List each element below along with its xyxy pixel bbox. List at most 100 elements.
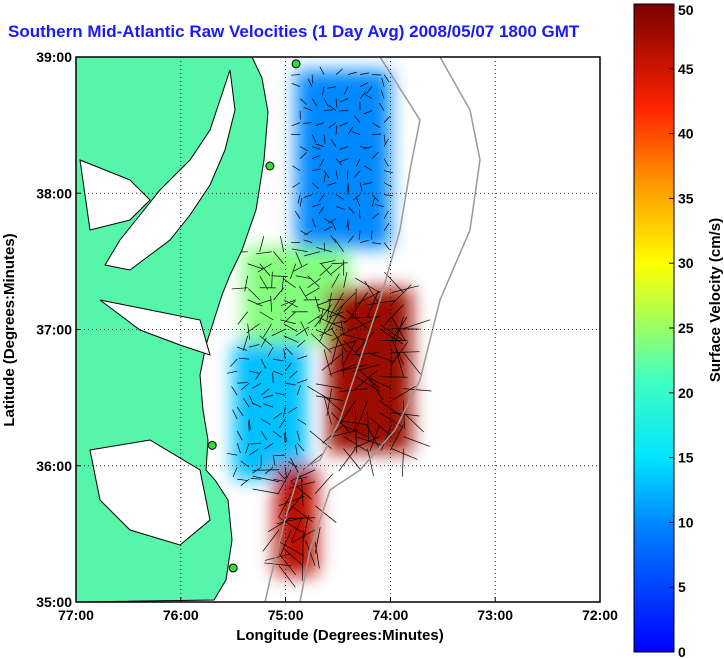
velocity-vector xyxy=(295,326,310,337)
station-marker xyxy=(228,563,238,573)
velocity-vector xyxy=(383,182,393,188)
velocity-vector xyxy=(384,194,394,197)
velocity-vector xyxy=(335,68,344,75)
velocity-vector xyxy=(319,308,324,324)
velocity-vector xyxy=(249,370,260,374)
velocity-vector xyxy=(280,319,296,325)
velocity-vector xyxy=(307,386,332,401)
colorbar-tick-label: 35 xyxy=(678,190,694,206)
velocity-vector xyxy=(391,341,409,365)
velocity-vector xyxy=(259,236,265,252)
velocity-vector xyxy=(323,173,326,183)
velocity-vector xyxy=(339,146,349,150)
velocity-vector xyxy=(381,77,385,87)
velocity-vector xyxy=(278,565,296,588)
colorbar-tick-label: 45 xyxy=(678,61,694,77)
velocity-vector xyxy=(260,358,267,369)
velocity-vector xyxy=(288,406,298,413)
velocity-vector xyxy=(271,271,273,288)
y-tick-label: 35:00 xyxy=(36,594,72,610)
velocity-vector xyxy=(328,340,356,350)
x-tick-label: 72:00 xyxy=(582,607,618,623)
velocity-vector xyxy=(341,424,368,437)
velocity-vector xyxy=(371,197,375,207)
velocity-vector xyxy=(303,239,313,243)
y-tick-label: 36:00 xyxy=(36,458,72,474)
velocity-vector xyxy=(262,394,274,399)
velocity-vector xyxy=(232,409,238,420)
velocity-vector xyxy=(331,328,347,353)
velocity-vector xyxy=(296,431,301,442)
velocity-vector xyxy=(305,540,316,566)
velocity-vector xyxy=(311,182,319,190)
velocity-vector xyxy=(278,517,303,533)
velocity-vector xyxy=(378,102,385,111)
velocity-vector xyxy=(347,71,357,75)
velocity-vector xyxy=(248,288,260,300)
velocity-vector xyxy=(256,299,272,305)
velocity-vector xyxy=(251,382,262,389)
velocity-vector xyxy=(335,158,343,166)
velocity-vector xyxy=(252,488,280,495)
colorbar-label: Surface Velocity (cm/s) xyxy=(707,218,724,382)
velocity-vector xyxy=(403,388,432,392)
velocity-vector xyxy=(280,236,285,252)
velocity-vector xyxy=(315,395,344,401)
velocity-vector xyxy=(237,382,248,384)
colorbar-tick-label: 20 xyxy=(678,385,694,401)
velocity-vector xyxy=(383,138,389,147)
velocity-vector xyxy=(383,242,390,250)
velocity-vector xyxy=(299,197,303,207)
velocity-vector xyxy=(403,352,422,375)
velocity-vector xyxy=(360,72,369,75)
velocity-vector xyxy=(391,448,418,460)
velocity-vector xyxy=(367,290,379,317)
x-axis-label: Longitude (Degrees:Minutes) xyxy=(236,627,444,644)
velocity-vector xyxy=(249,344,260,348)
y-tick-label: 39:00 xyxy=(36,49,72,65)
velocity-vector xyxy=(304,230,313,236)
velocity-vector xyxy=(273,251,284,264)
velocity-vector xyxy=(403,319,431,329)
velocity-vector xyxy=(359,182,363,192)
velocity-vector xyxy=(292,165,301,171)
velocity-vector xyxy=(319,260,336,265)
velocity-vector xyxy=(278,493,292,518)
velocity-vector xyxy=(307,78,313,87)
velocity-vector xyxy=(343,340,364,361)
velocity-vector xyxy=(380,424,392,451)
velocity-vector xyxy=(335,292,356,313)
velocity-vector xyxy=(262,323,272,338)
velocity-vector xyxy=(252,469,280,471)
velocity-vector xyxy=(284,431,287,442)
velocity-vector xyxy=(237,346,248,351)
velocity-vector xyxy=(330,139,337,147)
velocity-vector xyxy=(259,335,273,347)
x-tick-label: 77:00 xyxy=(58,607,94,623)
velocity-vector xyxy=(290,263,297,279)
velocity-vector xyxy=(290,457,304,482)
velocity-vector xyxy=(359,91,367,99)
velocity-vector xyxy=(255,370,262,381)
velocity-vector xyxy=(288,517,316,519)
velocity-vector xyxy=(226,370,238,374)
velocity-vector xyxy=(364,280,380,305)
velocity-vector xyxy=(341,348,344,377)
velocity-vector xyxy=(307,275,320,287)
velocity-vector xyxy=(371,151,379,159)
velocity-vector xyxy=(367,352,395,363)
velocity-vector xyxy=(383,74,390,83)
velocity-vector xyxy=(271,328,287,337)
velocity-vector xyxy=(259,275,269,290)
velocity-vector xyxy=(323,349,332,377)
velocity-vector xyxy=(297,194,301,204)
velocity-vector xyxy=(363,110,373,115)
velocity-vector xyxy=(329,292,344,318)
velocity-vector xyxy=(283,299,298,308)
velocity-vector xyxy=(285,382,296,386)
velocity-vector xyxy=(320,263,332,276)
velocity-vector xyxy=(363,146,373,150)
velocity-vector xyxy=(283,348,286,360)
velocity-vector xyxy=(383,210,389,219)
velocity-vector xyxy=(403,400,405,429)
